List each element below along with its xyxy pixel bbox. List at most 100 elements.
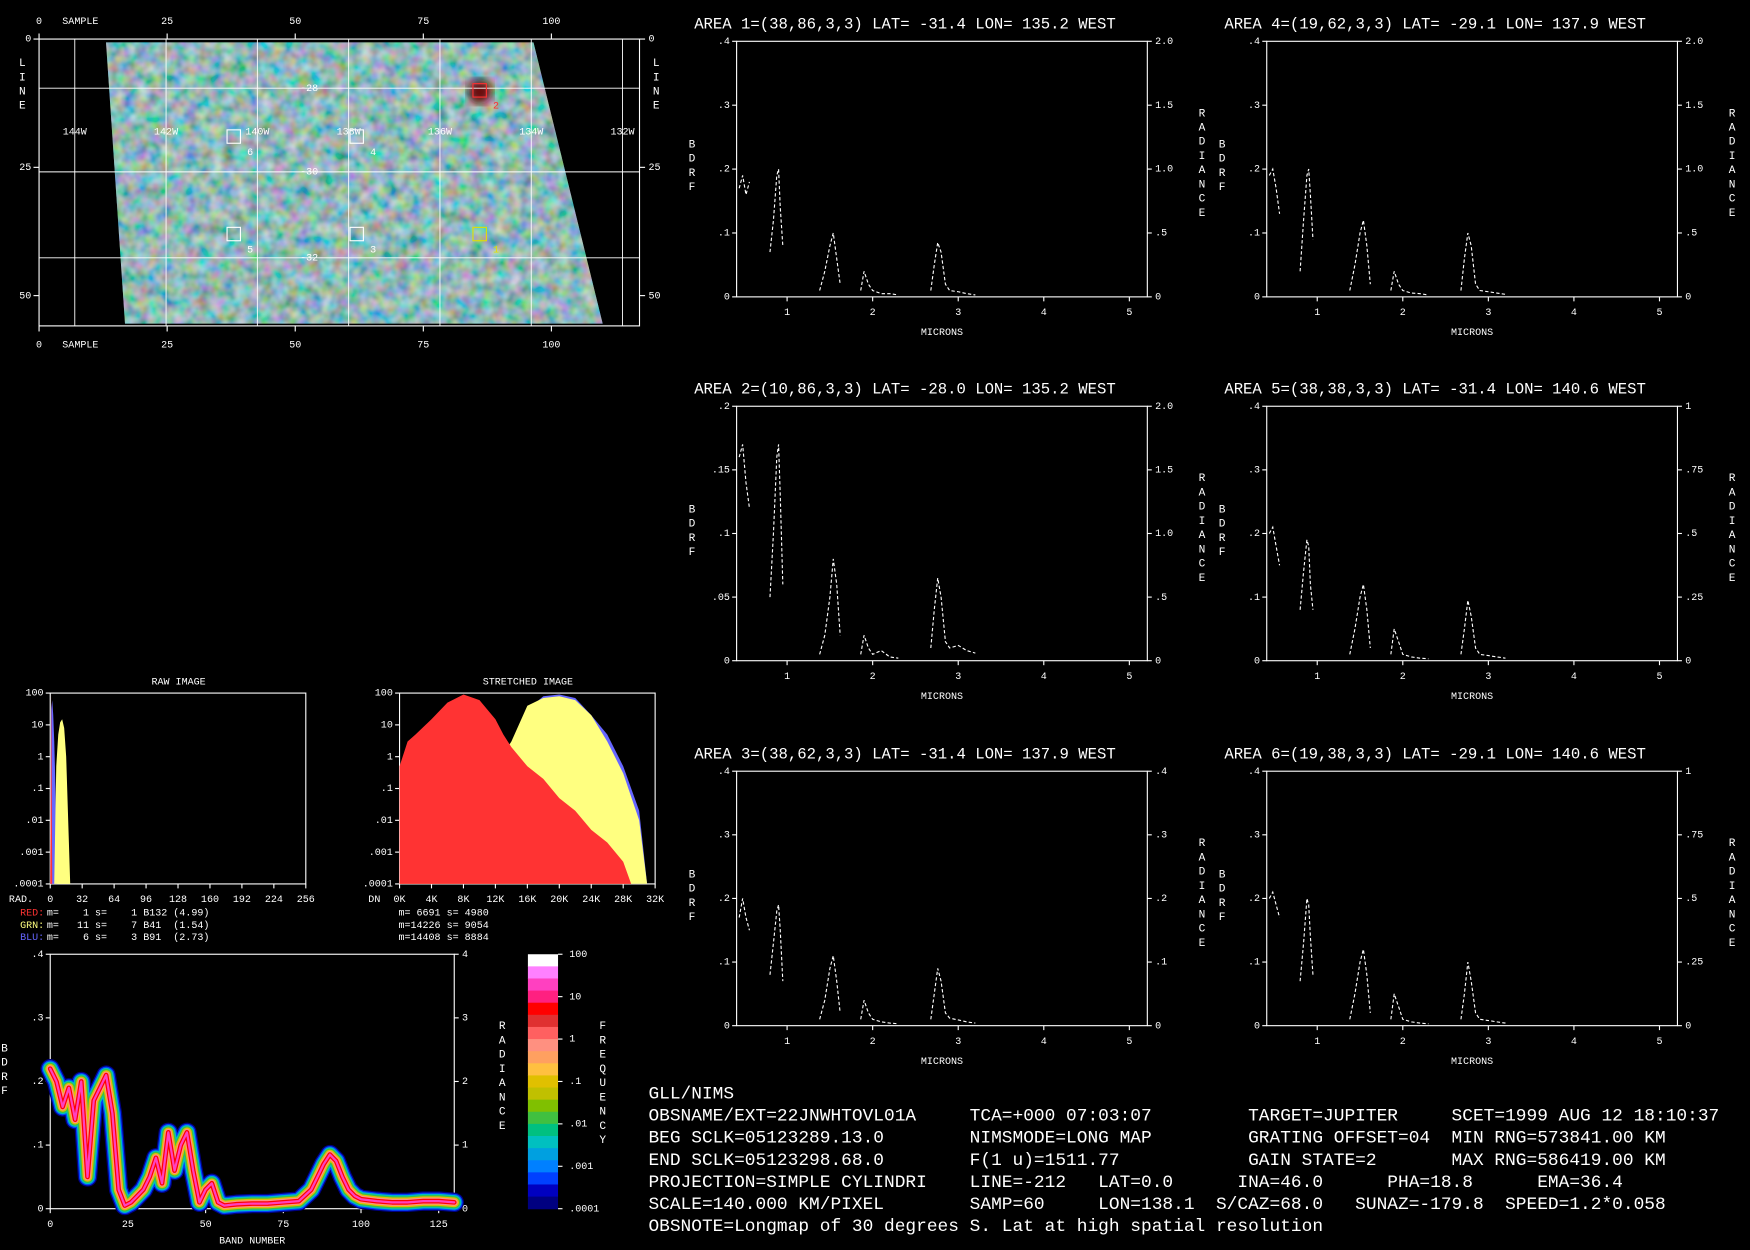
y-tick-label: .1 — [31, 784, 43, 795]
y-axis-label: BDRF — [1216, 869, 1228, 926]
y-tick-label: .001 — [19, 848, 43, 859]
legend-stats: m= 6 s= 3 B91 (2.73) — [47, 932, 210, 944]
spectrum-line — [738, 898, 976, 1025]
y2-tick-label: 0 — [1155, 1021, 1161, 1032]
y-axis-label: BDRF — [686, 869, 698, 926]
y-tick-label: 10 — [381, 721, 393, 732]
y-tick-label: .1 — [31, 1141, 43, 1152]
legend-name: GRN: — [20, 921, 44, 932]
histogram-area — [50, 693, 53, 884]
chart-title: AREA 4=(19,62,3,3) LAT= -29.1 LON= 137.9… — [1224, 16, 1646, 34]
area-box — [349, 129, 364, 144]
y-tick-label: 0 — [648, 35, 654, 46]
y2-tick-label: 4 — [462, 950, 468, 961]
plot-frame — [1266, 405, 1679, 662]
y-tick-label: .2 — [718, 894, 730, 905]
y-tick-label: 0 — [724, 1021, 730, 1032]
colorbar-swatch — [527, 978, 559, 992]
y-tick-label: .3 — [718, 830, 730, 841]
x-tick-label: 0K — [394, 895, 407, 906]
y2-axis-label: RADIANCE — [1196, 838, 1208, 952]
y-axis-label: BDRF — [686, 504, 698, 561]
y-tick-label: .4 — [31, 950, 43, 961]
x-tick-label: 75 — [417, 17, 429, 28]
y-tick-label: 0 — [724, 293, 730, 304]
x-tick-label: 3 — [955, 1037, 961, 1048]
x-tick-label: 4 — [1041, 308, 1047, 319]
info-line: SCALE=140.000 KM/PIXEL SAMP=60 LON=138.1… — [648, 1195, 1665, 1215]
y2-tick-label: 1.5 — [1685, 101, 1703, 112]
y-axis-label: LINE — [650, 58, 662, 115]
x-tick-label: 28K — [614, 895, 633, 906]
legend-stats: m= 1 s= 1 B132 (4.99) — [47, 908, 210, 920]
x-tick-label: 4 — [1571, 308, 1577, 319]
chart-title: AREA 1=(38,86,3,3) LAT= -31.4 LON= 135.2… — [694, 16, 1116, 34]
info-line: GLL/NIMS — [648, 1084, 734, 1104]
y2-tick-label: 0 — [1685, 293, 1691, 304]
colorbar-swatch — [527, 1172, 559, 1186]
colorbar-swatch — [527, 1111, 559, 1125]
y2-tick-label: .25 — [1685, 593, 1703, 604]
x-tick-label: 3 — [1485, 1037, 1491, 1048]
colorbar-title: FREQUENCY — [597, 1021, 609, 1149]
y-tick-label: .2 — [718, 402, 730, 413]
x-tick-label: 2 — [870, 308, 876, 319]
colorbar-label: .001 — [569, 1162, 593, 1173]
x-tick-label: 4 — [1571, 1037, 1577, 1048]
colorbar-swatch — [527, 1039, 559, 1052]
y-tick-label: .2 — [718, 165, 730, 176]
colorbar-swatch — [527, 1051, 559, 1064]
y2-tick-label: 0 — [1685, 1021, 1691, 1032]
y-tick-label: .4 — [1248, 37, 1260, 48]
colorbar-swatch — [527, 1063, 559, 1076]
y-tick-label: .01 — [25, 816, 43, 827]
x-tick-label: 75 — [417, 341, 429, 352]
x-tick-label: 1 — [784, 1037, 790, 1048]
info-block: GLL/NIMS OBSNAME/EXT=22JNWHTOVL01A TCA=+0… — [648, 1084, 1719, 1237]
x-tick-label: 192 — [233, 895, 251, 906]
dark-spot — [467, 79, 493, 104]
lon-label: 134W — [519, 127, 544, 138]
x-tick-label: 25 — [122, 1220, 134, 1231]
map-image — [106, 42, 603, 324]
colorbar-swatch — [527, 1136, 559, 1149]
y-tick-label: .2 — [1248, 165, 1260, 176]
colorbar-label: 100 — [569, 950, 587, 961]
y2-tick-label: .5 — [1685, 529, 1697, 540]
area-label: 4 — [370, 148, 376, 159]
x-tick-label: 50 — [200, 1220, 212, 1231]
spectrum-line — [738, 168, 976, 296]
histogram-area — [399, 694, 632, 884]
area-label: 6 — [247, 148, 253, 159]
x-tick-label: 12K — [486, 895, 505, 906]
legend-stats: m= 6691 s= 4980 — [398, 909, 488, 920]
colorbar-swatch — [527, 1002, 559, 1016]
y-tick-label: 100 — [375, 689, 393, 700]
lat-label: -30 — [300, 168, 318, 179]
x-tick-label: 2 — [1400, 1037, 1406, 1048]
x-tick-label: 32 — [76, 895, 88, 906]
x-tick-label: 50 — [289, 341, 301, 352]
x-tick-label: 1 — [1314, 1037, 1320, 1048]
colorbar-label: 10 — [569, 992, 581, 1003]
y-tick-label: .1 — [381, 784, 393, 795]
x-axis-label: DN — [368, 895, 380, 906]
info-line: OBSNOTE=Longmap of 30 degrees S. Lat at … — [648, 1217, 1323, 1237]
x-tick-label: 20K — [550, 895, 569, 906]
x-tick-label: 5 — [1656, 1037, 1662, 1048]
x-tick-label: 4 — [1041, 672, 1047, 683]
area-label: 3 — [370, 245, 376, 256]
y-tick-label: 10 — [31, 721, 43, 732]
colorbar-label: .0001 — [569, 1204, 599, 1215]
x-tick-label: 3 — [955, 308, 961, 319]
x-tick-label: 2 — [870, 1037, 876, 1048]
x-tick-label: 64 — [108, 895, 120, 906]
x-axis-label: SAMPLE — [62, 17, 98, 28]
lon-label: 138W — [337, 127, 362, 138]
colorbar-swatch — [527, 954, 559, 967]
legend-stats: m= 11 s= 7 B41 (1.54) — [47, 920, 210, 932]
x-tick-label: 1 — [784, 672, 790, 683]
y-tick-label: .3 — [1248, 466, 1260, 477]
y-tick-label: .0001 — [13, 880, 43, 891]
